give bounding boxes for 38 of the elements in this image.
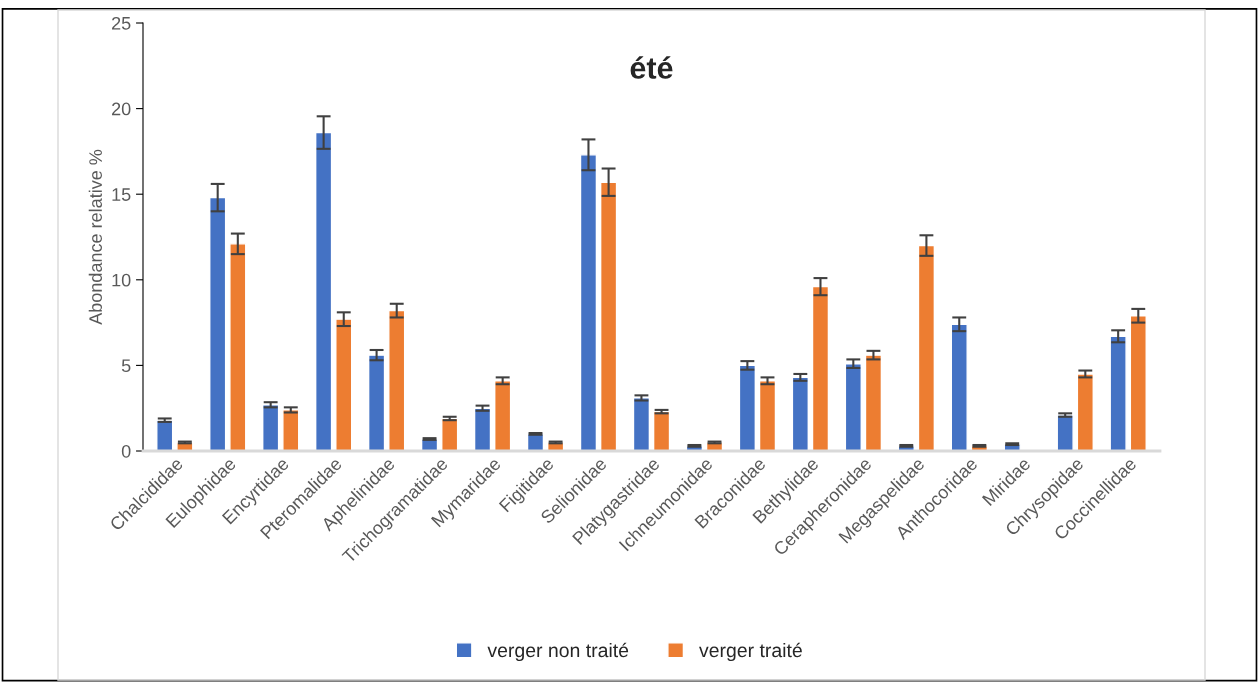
bar [494, 380, 512, 451]
y-tick-label: 15 [112, 188, 131, 201]
y-tick-label: 10 [112, 273, 131, 287]
bar [282, 409, 300, 451]
bar [1076, 373, 1094, 451]
bar [791, 376, 809, 451]
bar [473, 407, 492, 451]
bar [950, 323, 968, 451]
text: été [630, 56, 673, 79]
legend-label: verger traité [699, 642, 802, 662]
bar [758, 380, 777, 451]
bar [1109, 335, 1127, 451]
legend-label: verger non traité [487, 642, 629, 662]
bar [599, 181, 618, 451]
bar [441, 417, 459, 451]
bar [209, 196, 227, 451]
bar [738, 364, 757, 451]
bar [864, 354, 883, 451]
bar [917, 244, 936, 451]
bar [579, 154, 598, 451]
y-tick-label: 0 [121, 444, 131, 458]
bar [844, 362, 862, 451]
bar [632, 397, 651, 451]
bar [262, 404, 280, 451]
bar [156, 419, 174, 451]
bar [388, 309, 406, 451]
y-axis-title: Abondance relative % [88, 149, 102, 325]
bar [1056, 414, 1074, 451]
bar [652, 410, 671, 451]
bar [314, 131, 333, 451]
bar [811, 285, 830, 451]
bar [229, 243, 247, 451]
y-tick-label: 5 [121, 359, 131, 373]
bar [335, 318, 353, 451]
y-tick-label: 20 [112, 102, 131, 116]
bar [367, 354, 386, 451]
y-tick-label: 25 [112, 16, 131, 30]
bar [1129, 315, 1147, 451]
